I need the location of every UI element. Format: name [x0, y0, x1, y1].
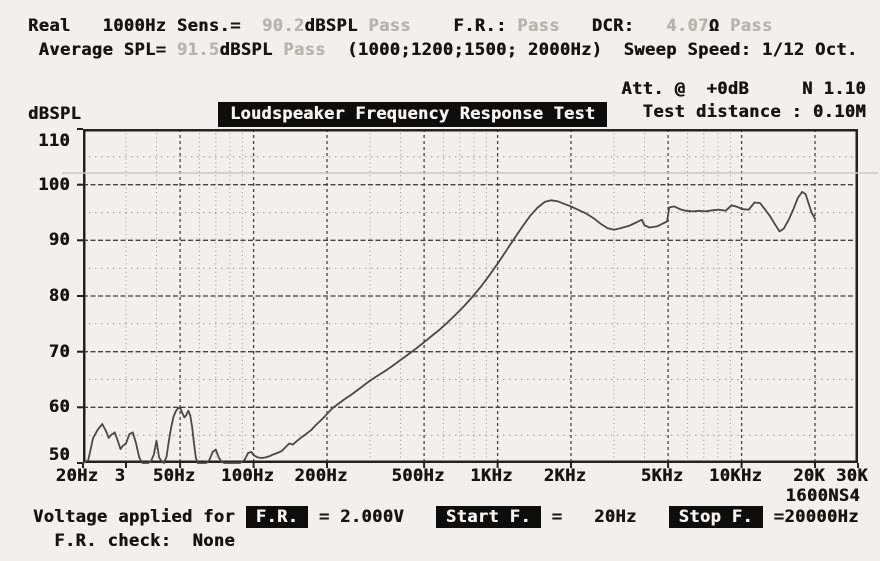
- mode-label: Real: [28, 16, 103, 36]
- fr-field-box[interactable]: F.R.: [245, 506, 309, 528]
- y-tick-label: 80: [48, 286, 70, 306]
- y-tick-label: 60: [48, 397, 70, 418]
- avg-freqs: (1000;1200;1500; 2000Hz): [325, 40, 603, 60]
- scan-artifact-line: [62, 172, 878, 174]
- x-tick-label: 10KHz: [708, 466, 763, 486]
- dcr-value: 4.07: [655, 16, 709, 36]
- chart-title: Loudspeaker Frequency Response Test: [218, 102, 608, 127]
- fr-check-text: F.R. check: None: [33, 531, 236, 551]
- x-tick-label: 1KHz: [470, 466, 513, 486]
- y-tick-label: 100: [38, 174, 70, 195]
- attenuation-readout: Att. @ +0dB N 1.10: [621, 79, 866, 99]
- voltage-settings-line: Voltage applied for F.R. = 2.000V Start …: [33, 506, 859, 528]
- fr-result: Pass: [517, 16, 560, 36]
- y-tick-label: 110: [38, 131, 70, 151]
- x-tick-label: 30K: [836, 466, 868, 486]
- stop-value: =20000Hz: [763, 507, 859, 527]
- stop-field-box[interactable]: Stop F.: [668, 506, 764, 528]
- x-tick-label: 20Hz: [55, 466, 99, 486]
- x-tick-label: 3: [114, 466, 126, 486]
- frequency-response-plot: [77, 128, 859, 468]
- sens-unit: dBSPL: [304, 16, 369, 36]
- y-tick-label: 90: [48, 230, 70, 251]
- model-label: 1600NS4: [785, 486, 860, 506]
- fr-value: = 2.000V: [308, 507, 436, 527]
- status-line-average-spl: Average SPL= 91.5dBSPL Pass (1000;1200;1…: [28, 40, 858, 60]
- dcr-unit: Ω: [708, 16, 730, 36]
- voltage-label: Voltage applied for: [33, 507, 246, 527]
- y-axis-title: dBSPL: [28, 104, 82, 124]
- spl-response-curve: [82, 191, 816, 464]
- avg-spl-label: Average SPL=: [28, 40, 177, 60]
- test-distance-readout: Test distance : 0.10M: [642, 102, 866, 122]
- dcr-result: Pass: [729, 16, 773, 36]
- start-field-box[interactable]: Start F.: [435, 506, 541, 528]
- x-tick-label: 500Hz: [391, 466, 445, 486]
- x-tick-label: 5KHz: [640, 466, 684, 486]
- sens-result: Pass: [368, 16, 411, 36]
- x-tick-label: 50Hz: [152, 466, 196, 486]
- sweep-speed: Sweep Speed: 1/12 Oct.: [602, 40, 858, 60]
- y-tick-label: 70: [48, 341, 70, 362]
- x-tick-label: 100Hz: [220, 466, 275, 486]
- fr-label: F.R.:: [410, 16, 518, 36]
- status-line-sensitivity: Real 1000Hz Sens.= 90.2dBSPL Pass F.R.: …: [28, 16, 773, 36]
- sens-value: 90.2: [251, 16, 305, 36]
- sens-label: 1000Hz Sens.=: [102, 16, 252, 36]
- x-tick-label: 200Hz: [294, 466, 348, 486]
- plot-canvas: [77, 128, 859, 468]
- plot-border: [83, 129, 858, 463]
- avg-spl-value: 91.5: [176, 40, 220, 60]
- y-tick-label: 50: [48, 445, 70, 465]
- avg-spl-result: Pass: [283, 40, 326, 60]
- x-tick-label: 20K: [793, 466, 825, 486]
- x-tick-label: 2KHz: [543, 466, 587, 486]
- dcr-label: DCR:: [559, 16, 656, 36]
- avg-spl-unit: dBSPL: [219, 40, 284, 60]
- start-value: = 20Hz: [540, 507, 669, 527]
- fr-check-line: F.R. check: None: [33, 531, 235, 551]
